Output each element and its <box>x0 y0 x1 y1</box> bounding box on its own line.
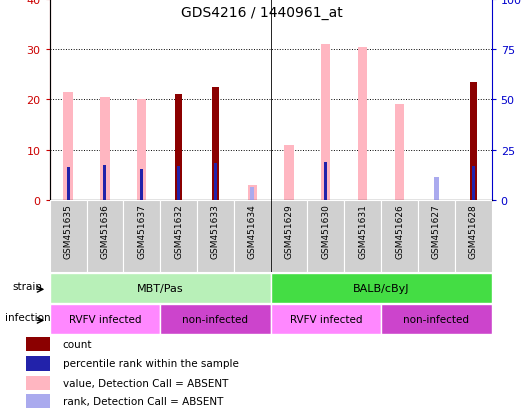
Bar <box>381 304 492 334</box>
Text: non-infected: non-infected <box>403 314 469 324</box>
Bar <box>234 200 271 273</box>
Text: RVFV infected: RVFV infected <box>69 314 141 324</box>
Bar <box>100 97 109 200</box>
Bar <box>472 166 475 200</box>
Bar <box>344 200 381 273</box>
Bar <box>66 167 70 200</box>
Bar <box>137 100 146 200</box>
Text: strain: strain <box>13 282 42 292</box>
Bar <box>50 304 160 334</box>
Bar <box>197 200 234 273</box>
Bar <box>50 200 86 273</box>
Bar <box>160 304 271 334</box>
Text: GSM451630: GSM451630 <box>322 204 331 259</box>
Bar <box>271 273 492 303</box>
Bar <box>395 105 404 200</box>
Text: RVFV infected: RVFV infected <box>290 314 362 324</box>
Text: GSM451629: GSM451629 <box>285 204 293 259</box>
Bar <box>250 187 255 200</box>
Bar <box>50 273 271 303</box>
Bar <box>308 200 344 273</box>
Bar <box>26 394 50 408</box>
Bar <box>104 165 106 200</box>
Bar <box>434 177 439 200</box>
Bar <box>321 45 331 200</box>
Text: GSM451628: GSM451628 <box>469 204 477 259</box>
Bar <box>381 200 418 273</box>
Bar <box>247 185 257 200</box>
Text: value, Detection Call = ABSENT: value, Detection Call = ABSENT <box>63 378 228 388</box>
Bar <box>86 200 123 273</box>
Text: GSM451633: GSM451633 <box>211 204 220 259</box>
Text: BALB/cByJ: BALB/cByJ <box>353 283 410 293</box>
Bar <box>140 169 143 200</box>
Bar <box>271 304 381 334</box>
Text: GSM451627: GSM451627 <box>432 204 441 259</box>
Bar <box>212 88 219 200</box>
Text: MBT/Pas: MBT/Pas <box>137 283 184 293</box>
Bar <box>177 166 180 200</box>
Text: percentile rank within the sample: percentile rank within the sample <box>63 358 238 368</box>
Text: GSM451634: GSM451634 <box>248 204 257 259</box>
Text: GSM451626: GSM451626 <box>395 204 404 259</box>
Text: GSM451636: GSM451636 <box>100 204 109 259</box>
Bar <box>418 200 455 273</box>
Text: non-infected: non-infected <box>183 314 248 324</box>
Text: GSM451631: GSM451631 <box>358 204 367 259</box>
Bar <box>271 200 308 273</box>
Text: GSM451635: GSM451635 <box>64 204 73 259</box>
Bar <box>123 200 160 273</box>
Text: rank, Detection Call = ABSENT: rank, Detection Call = ABSENT <box>63 396 223 406</box>
Bar <box>175 95 182 200</box>
Bar <box>214 163 217 200</box>
Bar <box>26 376 50 390</box>
Bar <box>63 93 73 200</box>
Text: count: count <box>63 339 92 349</box>
Bar <box>455 200 492 273</box>
Text: infection: infection <box>5 313 50 323</box>
Bar <box>26 356 50 370</box>
Text: GSM451637: GSM451637 <box>137 204 146 259</box>
Text: GSM451632: GSM451632 <box>174 204 183 259</box>
Bar <box>470 83 476 200</box>
Bar <box>358 47 367 200</box>
Bar <box>285 145 294 200</box>
Bar <box>26 337 50 351</box>
Text: GDS4216 / 1440961_at: GDS4216 / 1440961_at <box>180 6 343 20</box>
Bar <box>324 162 327 200</box>
Bar <box>160 200 197 273</box>
